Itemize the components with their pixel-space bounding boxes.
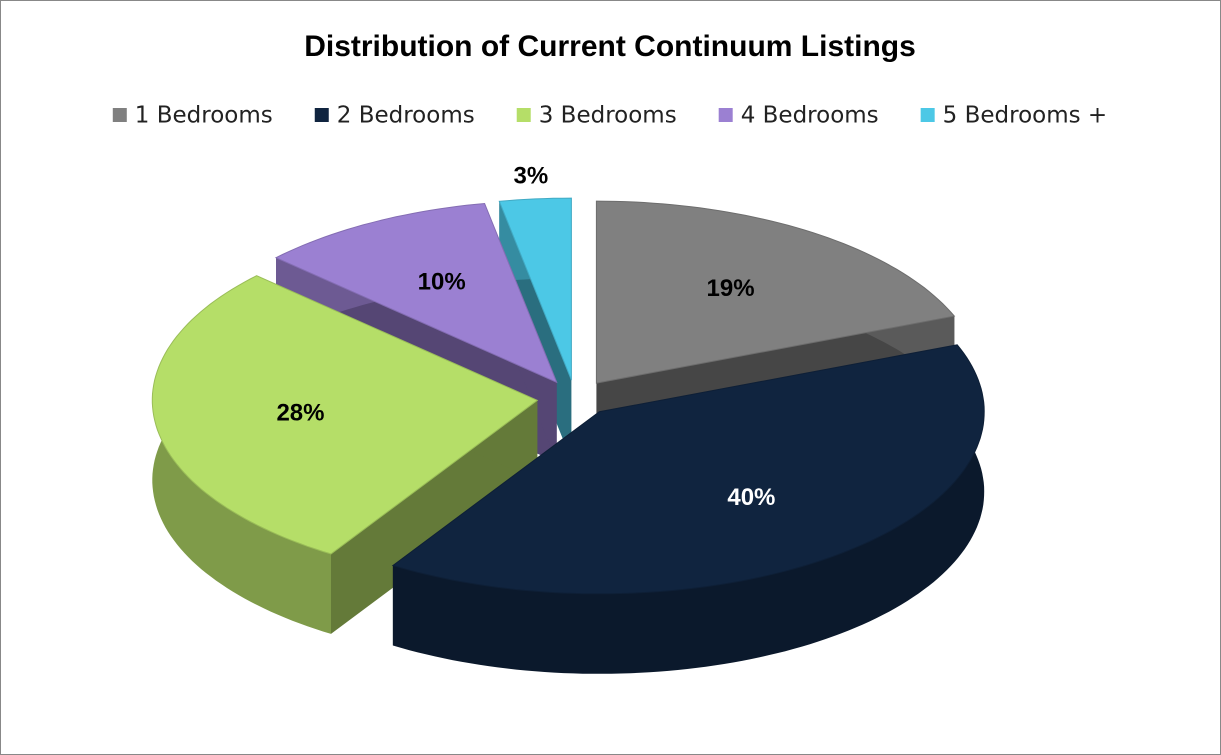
slice-side: [331, 400, 538, 634]
legend-swatch: [718, 108, 733, 122]
slice-top: [595, 200, 956, 384]
legend-label: 3 Bedrooms: [539, 103, 677, 129]
legend-label: 2 Bedrooms: [337, 103, 475, 129]
legend-item: 4 Bedrooms: [718, 103, 879, 129]
slice-label: 10%: [418, 269, 466, 296]
slice-wall: [392, 344, 985, 674]
slice-top: [498, 197, 572, 381]
legend-swatch: [920, 108, 935, 122]
slice-label: 40%: [727, 484, 775, 511]
slice-label: 19%: [707, 275, 755, 302]
legend-label: 5 Bedrooms +: [943, 103, 1108, 129]
legend-item: 5 Bedrooms +: [920, 103, 1108, 129]
legend-swatch: [516, 108, 531, 122]
slice-label: 28%: [276, 400, 324, 427]
slice-label: 3%: [514, 163, 549, 190]
chart-title: Distribution of Current Continuum Listin…: [304, 30, 916, 63]
slice: [391, 344, 985, 674]
legend-item: 2 Bedrooms: [314, 103, 475, 129]
legend-swatch: [314, 108, 329, 122]
legend-label: 4 Bedrooms: [741, 103, 879, 129]
slice: [151, 275, 539, 634]
legend-item: 3 Bedrooms: [516, 103, 677, 129]
legend-item: 1 Bedrooms: [112, 103, 273, 129]
slice-top: [391, 344, 985, 595]
slice-top: [151, 275, 539, 555]
legend: 1 Bedrooms 2 Bedrooms 3 Bedrooms 4 Bedrooms…: [112, 103, 1108, 129]
legend-swatch: [112, 108, 127, 122]
slice-top: [274, 202, 558, 384]
pie: 19% 40% 28% 10% 3%: [151, 163, 985, 674]
legend-label: 1 Bedrooms: [135, 103, 273, 129]
